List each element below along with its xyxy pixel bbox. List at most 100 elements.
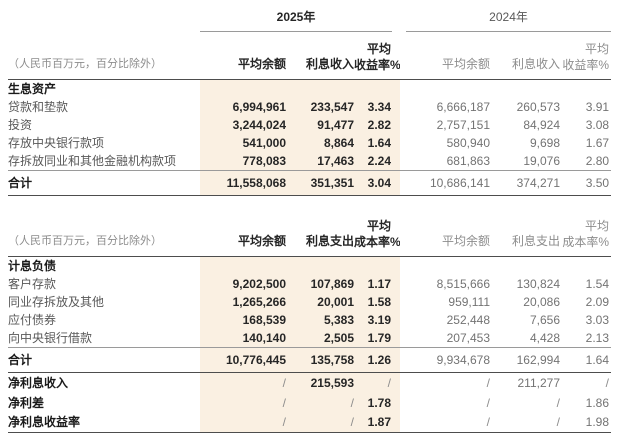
cell-value: 959,111 bbox=[448, 295, 490, 309]
total-label: 合计 bbox=[8, 347, 200, 373]
empty-cell bbox=[286, 79, 354, 98]
cell-value: 1.54 bbox=[585, 277, 609, 291]
col-header-interest-income-2025: 利息收入 bbox=[286, 32, 354, 80]
cell-value: 351,351 bbox=[286, 170, 354, 196]
cell-value: 541,000 bbox=[200, 134, 286, 152]
avg-yield-line2: 收益率% bbox=[562, 58, 610, 72]
row-label: 存拆放同业和其他金融机构款项 bbox=[8, 154, 177, 168]
avg-cost-line2: 成本率% bbox=[562, 235, 609, 249]
col-header-avg-balance-2024: 平均余额 bbox=[400, 209, 490, 257]
table-row: 应付债券 168,539 5,383 3.19 252,448 7,656 3.… bbox=[8, 311, 611, 329]
section-label: 生息资产 bbox=[8, 82, 57, 96]
avg-cost-line1: 平均 bbox=[366, 219, 391, 233]
cell-value: 3.03 bbox=[585, 313, 609, 327]
cell-value: 135,758 bbox=[286, 347, 354, 373]
cell-value: 580,940 bbox=[446, 136, 491, 150]
interest-earning-assets-table: 2025年 2024年 （人民币百万元，百分比除外） 平均余额 利息收入 平均 … bbox=[8, 5, 612, 196]
cell-value: 8,864 bbox=[286, 134, 354, 152]
cell-value: 252,448 bbox=[446, 313, 490, 327]
cell-value: 3.91 bbox=[585, 100, 610, 114]
table-row: 向中央银行借款 140,140 2,505 1.79 207,453 4,428… bbox=[8, 329, 611, 348]
avg-yield-line1: 平均 bbox=[585, 42, 610, 56]
row-label: 存放中央银行款项 bbox=[8, 136, 105, 150]
cell-value: 3.50 bbox=[560, 170, 612, 196]
cell-value: 2.80 bbox=[585, 154, 610, 168]
cell-value: 3.34 bbox=[354, 98, 401, 116]
empty-cell bbox=[490, 257, 560, 276]
summary-row-net-interest-spread: 净利差 / / 1.78 / / 1.86 bbox=[8, 392, 611, 413]
row-label: 净利息收入 bbox=[8, 375, 69, 390]
cell-value: 8,515,666 bbox=[436, 277, 490, 291]
total-label: 合计 bbox=[8, 170, 200, 196]
table-row: 同业存拆放及其他 1,265,266 20,001 1.58 959,111 2… bbox=[8, 293, 611, 311]
cell-value: 1.78 bbox=[354, 392, 400, 413]
cell-value: 260,573 bbox=[516, 100, 561, 114]
row-label: 向中央银行借款 bbox=[8, 331, 93, 345]
year-header-row: 2025年 2024年 bbox=[8, 5, 612, 32]
cell-value: 1,265,266 bbox=[200, 293, 286, 311]
col-header-avg-yield-2025: 平均 收益率% bbox=[354, 32, 401, 80]
cell-value: 5,383 bbox=[286, 311, 354, 329]
cell-value: 6,666,187 bbox=[436, 100, 491, 114]
financial-report-page: 2025年 2024年 （人民币百万元，百分比除外） 平均余额 利息收入 平均 … bbox=[8, 5, 612, 433]
section-label: 计息负债 bbox=[8, 259, 57, 273]
col-header-avg-cost-2025: 平均 成本率% bbox=[354, 209, 400, 257]
row-label: 贷款和垫款 bbox=[8, 100, 69, 114]
table-row: 投资 3,244,024 91,477 2.82 2,757,151 84,92… bbox=[8, 116, 611, 134]
slash-cell: / bbox=[486, 375, 490, 390]
col-header-interest-income-2024: 利息收入 bbox=[490, 32, 561, 80]
cell-value: 1.26 bbox=[354, 347, 400, 373]
cell-value: 4,428 bbox=[529, 331, 560, 345]
cell-value: 1.67 bbox=[585, 136, 610, 150]
section-row: 计息负债 bbox=[8, 256, 611, 276]
cell-value: 374,271 bbox=[490, 170, 561, 196]
avg-yield-line2: 收益率% bbox=[354, 58, 401, 72]
cell-value: 681,863 bbox=[446, 154, 491, 168]
row-label: 投资 bbox=[8, 118, 33, 132]
year-2024-label: 2024年 bbox=[406, 5, 612, 32]
cell-value: 9,934,678 bbox=[400, 347, 490, 373]
total-row: 合计 11,558,068 351,351 3.04 10,686,141 37… bbox=[8, 170, 612, 196]
empty-cell bbox=[354, 256, 400, 275]
avg-cost-line1: 平均 bbox=[584, 219, 609, 233]
table-row: 存放中央银行款项 541,000 8,864 1.64 580,940 9,69… bbox=[8, 134, 611, 152]
cell-value: 1.64 bbox=[560, 347, 611, 373]
cell-value: 207,453 bbox=[446, 331, 490, 345]
unit-note: （人民币百万元，百分比除外） bbox=[8, 209, 200, 257]
cell-value: 91,477 bbox=[286, 116, 354, 134]
empty-cell bbox=[560, 80, 611, 99]
cell-value: 20,001 bbox=[286, 293, 354, 311]
slash-cell: / bbox=[354, 372, 400, 393]
year-2025-header: 2025年 bbox=[200, 5, 400, 32]
cell-value: 1.79 bbox=[354, 329, 400, 348]
empty-cell bbox=[200, 79, 286, 98]
cell-value: 17,463 bbox=[286, 152, 354, 171]
col-header-avg-balance-2025: 平均余额 bbox=[200, 32, 286, 80]
cell-value: 211,277 bbox=[517, 375, 561, 390]
slash-cell: / bbox=[200, 392, 286, 413]
cell-value: 3,244,024 bbox=[200, 116, 286, 134]
column-header-row: （人民币百万元，百分比除外） 平均余额 利息收入 平均 收益率% 平均余额 利息… bbox=[8, 32, 612, 80]
year-2024-header: 2024年 bbox=[400, 5, 612, 32]
interest-bearing-liabilities-table: （人民币百万元，百分比除外） 平均余额 利息支出 平均 成本率% 平均余额 利息… bbox=[8, 209, 611, 433]
cell-value: 9,202,500 bbox=[200, 275, 286, 293]
cell-value: 10,686,141 bbox=[400, 170, 491, 196]
cell-value: 107,869 bbox=[286, 275, 354, 293]
cell-value: 3.04 bbox=[354, 170, 401, 196]
cell-value: 1.17 bbox=[354, 275, 400, 293]
table-row: 客户存款 9,202,500 107,869 1.17 8,515,666 13… bbox=[8, 275, 611, 293]
section-row: 生息资产 bbox=[8, 79, 611, 99]
cell-value: 10,776,445 bbox=[200, 347, 286, 373]
summary-row-net-interest-income: 净利息收入 / 215,593 / / 211,277 / bbox=[8, 372, 611, 393]
cell-value: 84,924 bbox=[523, 118, 561, 132]
cell-value: 7,656 bbox=[529, 313, 560, 327]
slash-cell: / bbox=[286, 392, 354, 413]
cell-value: 2.13 bbox=[585, 331, 609, 345]
cell-value: 168,539 bbox=[200, 311, 286, 329]
slash-cell: / bbox=[486, 395, 490, 410]
col-header-interest-expense-2025: 利息支出 bbox=[286, 209, 354, 257]
col-header-avg-cost-2024: 平均 成本率% bbox=[560, 209, 611, 257]
cell-value: 140,140 bbox=[200, 329, 286, 348]
avg-yield-line1: 平均 bbox=[367, 42, 392, 56]
empty-cell bbox=[400, 80, 490, 99]
